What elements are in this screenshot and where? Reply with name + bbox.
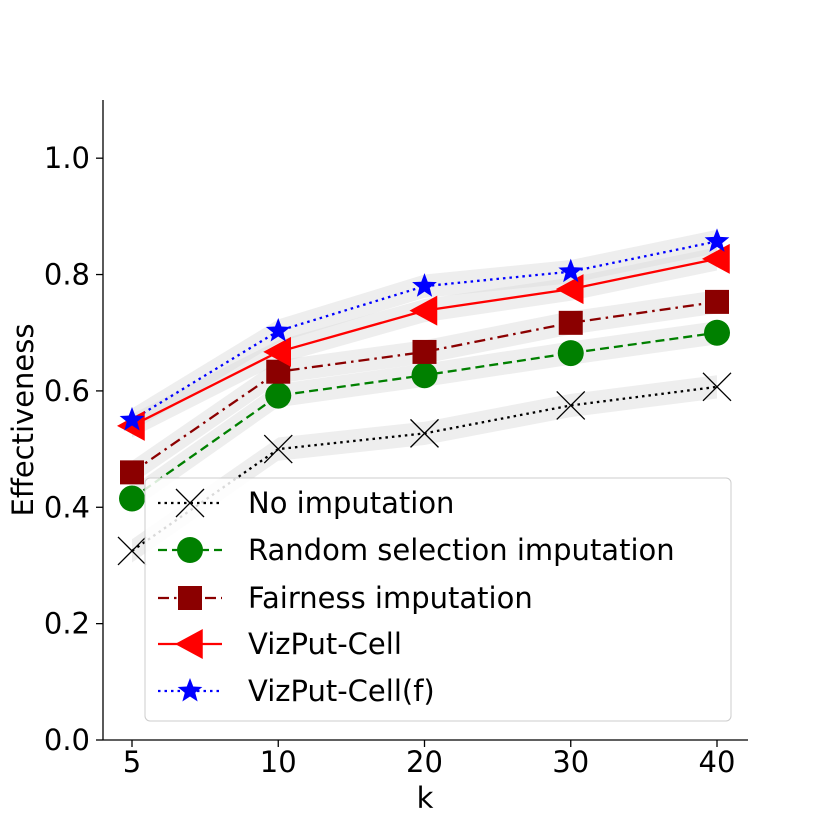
legend-label: Random selection imputation	[248, 533, 675, 567]
point-series-1-0	[119, 485, 145, 512]
point-series-1-3	[557, 340, 584, 367]
point-series-1-1	[265, 382, 292, 409]
point-series-4-0	[119, 407, 145, 431]
point-series-4-4	[704, 228, 730, 252]
legend-label: No imputation	[248, 486, 454, 520]
legend-label: Fairness imputation	[248, 581, 533, 615]
point-series-0-0	[117, 536, 147, 566]
y-axis-title: Effectiveness	[6, 324, 40, 517]
y-tick-label: 0.6	[44, 374, 90, 408]
legend-label: VizPut-Cell	[248, 627, 402, 661]
x-tick-label: 5	[123, 745, 141, 779]
y-tick-label: 0.2	[44, 607, 90, 641]
point-series-4-3	[558, 258, 584, 283]
legend-marker-4	[177, 678, 203, 702]
line-series-4	[131, 240, 718, 421]
legend-marker-1	[177, 537, 203, 563]
point-series-3-2	[409, 295, 438, 326]
x-tick-label: 20	[406, 745, 443, 779]
y-tick-label: 0.0	[44, 723, 90, 757]
band-series-2	[132, 290, 717, 484]
point-series-3-1	[263, 336, 291, 367]
point-series-4-2	[412, 273, 437, 297]
series-markers	[117, 228, 732, 566]
x-tick-label: 10	[260, 745, 297, 779]
band-series-4	[132, 229, 717, 432]
point-series-0-2	[410, 418, 439, 448]
x-axis-title: k	[417, 781, 434, 815]
point-series-1-2	[411, 362, 438, 389]
point-series-0-4	[702, 372, 732, 402]
x-tick-label: 40	[699, 745, 736, 779]
point-series-3-4	[702, 243, 730, 274]
axes	[102, 100, 748, 741]
legend-marker-3	[175, 629, 203, 659]
point-series-0-3	[556, 390, 586, 420]
band-series-0	[132, 375, 717, 563]
point-series-0-1	[263, 434, 293, 464]
y-ticks: 0.0 0.2 0.4 0.6 0.8 1.0	[44, 141, 103, 757]
point-series-1-4	[704, 319, 730, 346]
legend-box	[144, 477, 732, 722]
y-tick-label: 1.0	[44, 141, 90, 175]
x-tick-label: 30	[552, 745, 589, 779]
y-tick-label: 0.8	[44, 258, 90, 292]
legend: No imputation Random selection imputation…	[144, 477, 732, 722]
point-series-2-4	[705, 289, 729, 314]
point-series-2-3	[558, 310, 583, 335]
x-ticks: 5 10 20 30 40	[123, 740, 736, 779]
y-tick-label: 0.4	[44, 490, 90, 524]
point-series-4-1	[265, 317, 291, 342]
point-series-3-3	[555, 274, 584, 305]
legend-marker-0	[175, 488, 205, 518]
point-series-2-0	[120, 460, 144, 485]
legend-marker-2	[178, 586, 202, 610]
legend-label: VizPut-Cell(f)	[248, 674, 435, 708]
line-series-2	[131, 300, 718, 474]
point-series-2-2	[412, 339, 437, 364]
